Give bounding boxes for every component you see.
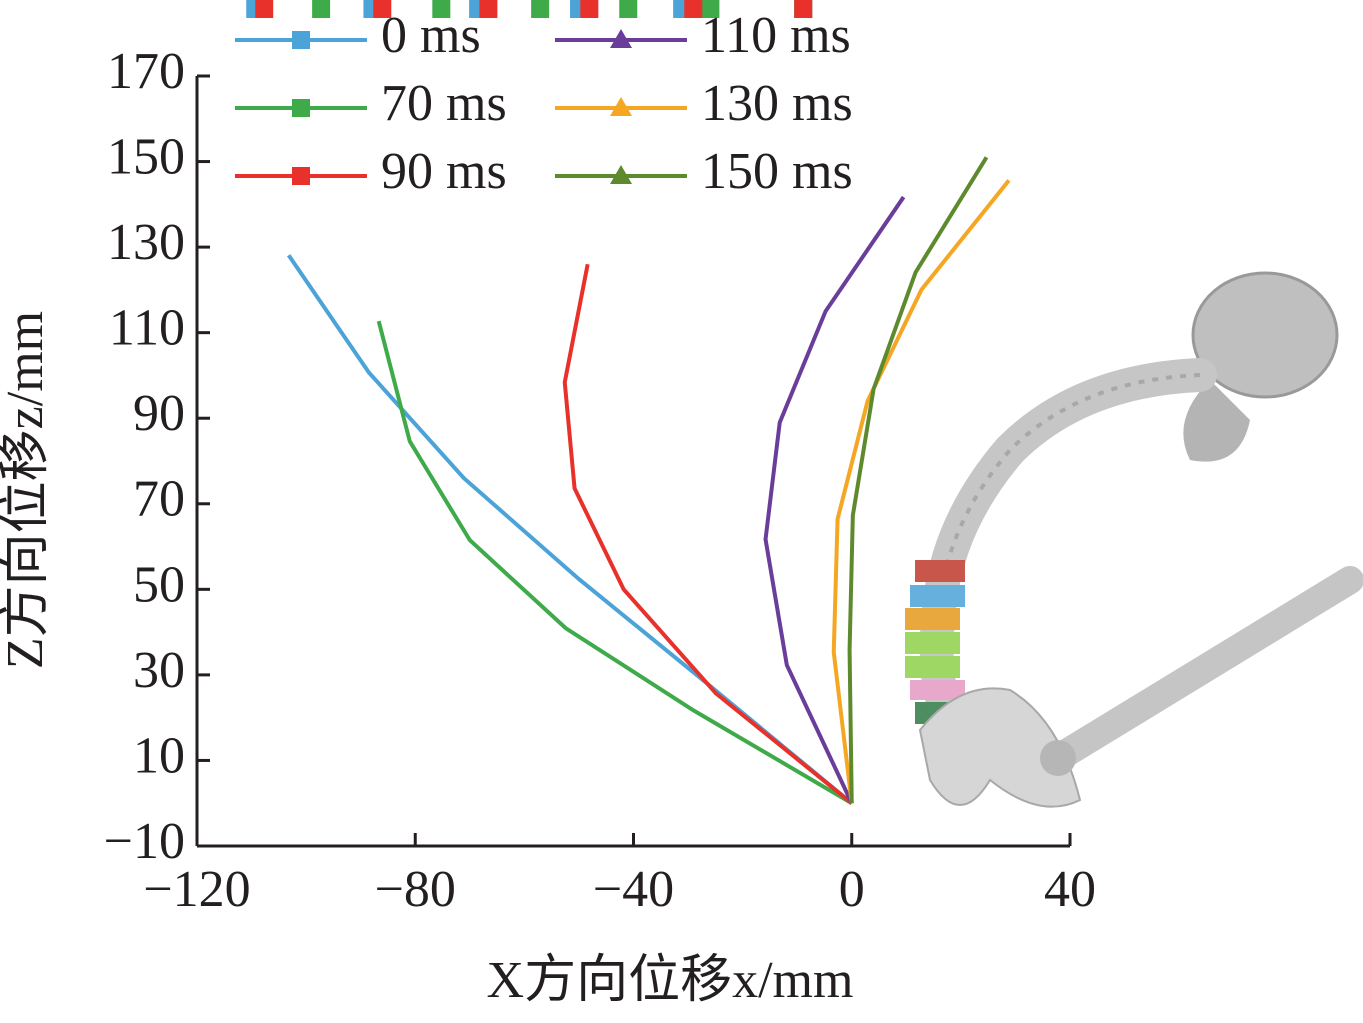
- point: [432, 0, 451, 18]
- legend-label: 130 ms: [701, 75, 853, 132]
- series-line: [847, 156, 989, 804]
- point: [580, 0, 599, 18]
- x-tick-label: 0: [839, 861, 865, 918]
- skeleton-illustration: [905, 271, 1363, 808]
- point: [619, 0, 638, 18]
- x-tick-label: −80: [375, 861, 456, 918]
- y-tick-label: −10: [104, 813, 185, 870]
- y-tick-label: 110: [109, 300, 185, 357]
- x-tick-label: 40: [1044, 861, 1096, 918]
- series-line: [562, 263, 854, 805]
- legend-marker: [292, 167, 310, 185]
- legend-marker: [292, 31, 310, 49]
- legend-label: 90 ms: [381, 143, 507, 200]
- y-tick-label: 90: [133, 385, 185, 442]
- y-tick-label: 50: [133, 556, 185, 613]
- series-line: [763, 195, 906, 805]
- legend-label: 150 ms: [701, 143, 853, 200]
- point: [701, 0, 720, 18]
- y-tick-label: 150: [107, 128, 185, 185]
- y-tick-label: 30: [133, 642, 185, 699]
- point: [255, 0, 274, 18]
- y-tick-label: 170: [107, 43, 185, 100]
- series-line: [831, 179, 1011, 804]
- x-tick-label: −120: [143, 861, 250, 918]
- x-axis-label: X方向位移x/mm: [487, 952, 854, 1009]
- y-axis-label: Z方向位移z/mm: [0, 311, 54, 669]
- point: [531, 0, 550, 18]
- legend-marker: [610, 29, 632, 48]
- point: [312, 0, 331, 18]
- legend-label: 0 ms: [381, 7, 481, 64]
- y-tick-label: 70: [133, 471, 185, 528]
- legend-label: 70 ms: [381, 75, 507, 132]
- point: [794, 0, 813, 18]
- y-tick-label: 10: [133, 727, 185, 784]
- point: [479, 0, 498, 18]
- legend-marker: [610, 97, 632, 116]
- series-line: [376, 320, 853, 805]
- legend-label: 110 ms: [701, 7, 851, 64]
- point: [373, 0, 392, 18]
- legend-marker: [610, 165, 632, 184]
- y-tick-label: 130: [107, 214, 185, 271]
- legend-marker: [292, 99, 310, 117]
- point: [684, 0, 703, 18]
- x-tick-label: −40: [593, 861, 674, 918]
